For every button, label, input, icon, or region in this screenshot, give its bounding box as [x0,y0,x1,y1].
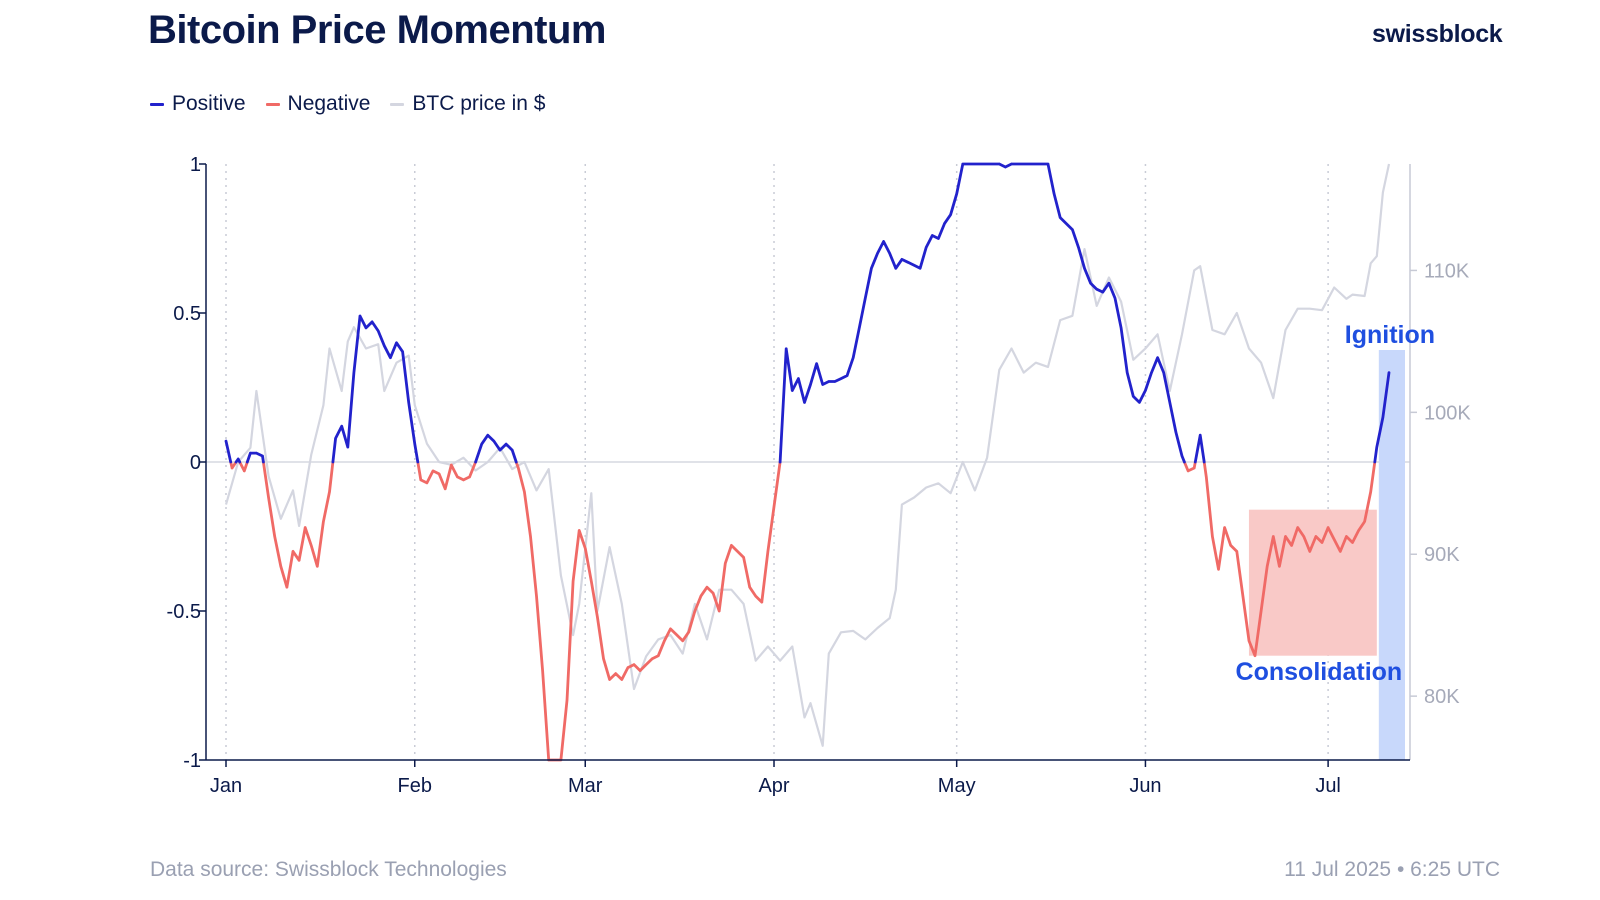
momentum-layer [224,162,1391,762]
legend-swatch-price [390,102,405,106]
btc-price-line [224,163,1391,747]
legend-label-negative: Negative [287,92,371,115]
legend-item-positive[interactable]: Positive [150,92,246,116]
brand-logo: swissblock [1372,20,1503,48]
x-tick-label-0: Jan [210,775,242,797]
y-left-tick-label-0: 1 [190,154,201,176]
chart-title: Bitcoin Price Momentum [148,8,606,52]
legend-label-price: BTC price in $ [412,92,546,115]
price-layer [224,163,1391,747]
label-layer: 1 0.5 0 -0.5 -1 110K 100K 90K 80K Jan Feb Mar Apr May… [167,154,1472,797]
y-right-tick-label-3: 80K [1424,686,1460,708]
legend: Positive Negative BTC price in $ [150,92,545,116]
x-tick-label-1: Feb [398,775,432,797]
y-left-tick-label-2: 0 [190,452,201,474]
x-tick-label-4: May [938,775,976,797]
legend-swatch-positive [150,102,164,106]
ignition-label: Ignition [1345,321,1435,349]
grid-layer [206,164,1410,760]
x-tick-label-5: Jun [1129,775,1161,797]
consolidation-label: Consolidation [1236,658,1403,686]
annotation-layer [1248,350,1405,760]
data-source-note: Data source: Swissblock Technologies [150,858,507,881]
legend-item-negative[interactable]: Negative [265,92,371,116]
y-right-tick-label-0: 110K [1424,260,1470,282]
timestamp: 11 Jul 2025 • 6:25 UTC [1284,858,1500,881]
y-left-tick-label-3: -0.5 [167,601,201,623]
legend-swatch-negative [265,102,280,106]
y-left-tick-label-1: 0.5 [173,303,201,325]
y-right-tick-label-2: 90K [1424,544,1460,566]
axis-layer [199,163,1417,767]
x-tick-label-3: Apr [758,775,789,797]
momentum-positive-line [224,162,1391,464]
legend-item-price[interactable]: BTC price in $ [390,92,545,116]
momentum-negative-line [229,460,1377,762]
y-right-tick-label-1: 100K [1424,402,1471,424]
legend-label-positive: Positive [172,92,246,115]
y-left-tick-label-4: -1 [183,750,201,772]
x-tick-label-2: Mar [568,775,603,797]
x-tick-label-6: Jul [1315,775,1341,797]
